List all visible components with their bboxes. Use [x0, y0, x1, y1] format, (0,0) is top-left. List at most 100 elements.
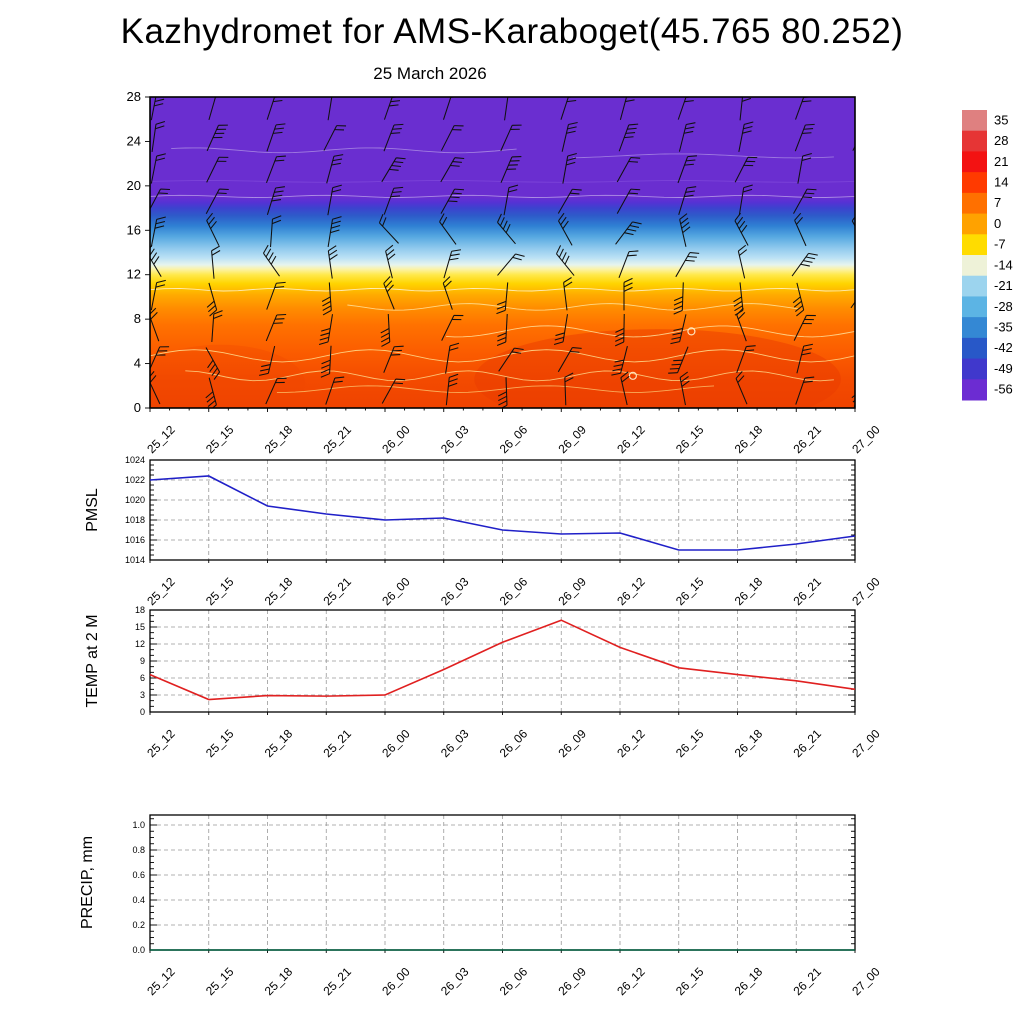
wind-barb — [858, 310, 868, 342]
wind-barb — [668, 346, 689, 374]
wind-barb — [856, 247, 872, 280]
warm-core-patch — [150, 344, 306, 408]
colorbar-tick-label: -56 — [994, 382, 1013, 397]
y-tick-label: 1016 — [125, 535, 145, 545]
contour-line — [347, 303, 799, 311]
wind-barb — [558, 212, 573, 246]
wind-barb — [496, 313, 508, 347]
wind-barb — [269, 215, 282, 248]
wind-barb — [327, 245, 338, 279]
y-tick-label: 8 — [134, 311, 141, 326]
colorbar-block — [962, 358, 987, 380]
wind-barb — [618, 123, 639, 152]
wind-barb — [151, 120, 166, 153]
wind-barb — [205, 347, 221, 380]
wind-barb — [562, 153, 577, 184]
y-tick-label: 0 — [134, 400, 141, 415]
y-tick-label: 12 — [127, 267, 141, 282]
x-tick-label: 26_18 — [732, 726, 766, 760]
wind-barb — [500, 156, 522, 183]
precip-line-chart: 0.0 0.2 0.4 0.6 0.8 1.0 PRECIP, mm 25_12 25_15 25… — [79, 814, 883, 998]
wind-barb — [557, 347, 582, 373]
wind-barb — [206, 212, 220, 246]
wind-barb — [737, 244, 748, 279]
wind-barb — [206, 156, 229, 183]
y-tick-label: 1024 — [125, 455, 145, 465]
colorbar-tick-label: 14 — [994, 175, 1008, 190]
colorbar-block — [962, 296, 987, 318]
colorbar-tick-label: -21 — [994, 278, 1013, 293]
wind-barb — [383, 345, 404, 373]
x-tick-label: 26_09 — [555, 726, 589, 760]
wind-barb — [678, 186, 697, 215]
wind-barb — [266, 123, 286, 152]
wind-barb — [564, 372, 574, 406]
y-tick-label: 15 — [135, 622, 145, 632]
colorbar-tick-label: -42 — [994, 340, 1013, 355]
colorbar-block — [962, 110, 987, 132]
wind-barb — [443, 249, 462, 279]
y-tick-label: 24 — [127, 133, 141, 148]
y-tick-label: 1018 — [125, 515, 145, 525]
contour-center-marker — [628, 371, 638, 380]
wind-barb — [320, 345, 332, 378]
wind-barb — [325, 376, 345, 405]
page-title: Kazhydromet for AMS-Karaboget(45.765 80.… — [120, 12, 904, 51]
wind-barb — [678, 122, 696, 152]
wind-barb — [616, 188, 641, 214]
x-tick-label: 26_00 — [379, 726, 413, 760]
wind-barb — [323, 125, 347, 151]
y-tick-label: 4 — [134, 356, 141, 371]
wind-barb — [440, 125, 464, 151]
wind-barb — [440, 157, 465, 183]
colorbar-tick-label: 21 — [994, 154, 1008, 169]
wind-barb — [321, 282, 332, 316]
temp2m-line-chart: 0 3 6 9 12 15 18 TEMP at 2 M 25_12 25_15 25_18 25_2… — [84, 605, 883, 760]
wind-barb — [205, 188, 229, 215]
wind-barb — [442, 276, 453, 310]
wind-barb — [380, 313, 391, 347]
wind-barb — [851, 391, 855, 408]
y-tick-label: 1014 — [125, 555, 145, 565]
colorbar-block — [962, 379, 987, 401]
colorbar-tick-label: -49 — [994, 361, 1013, 376]
wind-barb — [616, 157, 641, 183]
y-tick-label: 0 — [140, 707, 145, 717]
temp_2m-data-line — [149, 619, 856, 701]
colorbar-tick-label: 28 — [994, 133, 1008, 148]
wind-barb — [618, 250, 639, 278]
main-chart-date-title: 25 March 2026 — [373, 64, 487, 83]
panel-y-axis-title: TEMP at 2 M — [84, 614, 101, 707]
wind-barb — [381, 378, 406, 404]
wind-barb — [327, 216, 342, 248]
wind-barb — [318, 314, 334, 345]
wind-barb — [265, 313, 287, 342]
wind-barb — [266, 281, 286, 310]
y-tick-label: 0.6 — [132, 870, 145, 880]
panel-y-axis-title: PMSL — [84, 488, 101, 532]
x-tick-label: 25_21 — [320, 726, 354, 760]
wind-barb — [736, 345, 756, 374]
wind-barb — [852, 125, 855, 151]
x-tick-label: 26_15 — [673, 726, 707, 760]
y-tick-label: 18 — [135, 605, 145, 615]
colorbar-block — [962, 213, 987, 235]
colorbar-block — [962, 337, 987, 360]
wind-barb — [557, 188, 582, 214]
wind-barb — [791, 252, 818, 277]
y-tick-label: 9 — [140, 656, 145, 666]
contour-line — [276, 385, 715, 393]
wind-barb — [150, 153, 166, 184]
y-tick-label: 6 — [140, 673, 145, 683]
colorbar-block — [962, 317, 987, 339]
wind-barb — [738, 184, 753, 216]
wind-barb — [150, 188, 170, 215]
wind-barb — [496, 282, 509, 315]
x-tick-label: 26_09 — [555, 964, 589, 998]
contour-line — [185, 370, 834, 382]
wind-barb — [563, 277, 573, 311]
wind-barb — [854, 187, 855, 216]
